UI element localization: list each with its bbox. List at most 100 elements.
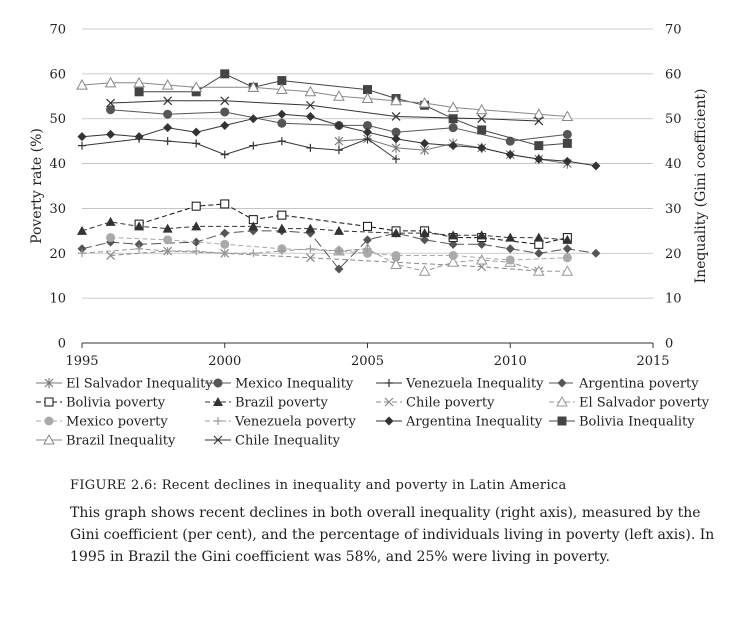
- legend-item-3: Argentina poverty: [549, 377, 699, 392]
- y2-tick-label-20: 20: [665, 247, 682, 262]
- data-point-2-10: [392, 155, 401, 164]
- y-tick-label-0: 0: [58, 337, 66, 352]
- x-tick-label-2010: 2010: [494, 354, 527, 369]
- data-point-5-10: [419, 228, 430, 238]
- grid-lines: [82, 28, 653, 299]
- figure-label: FIGURE 2.6: Recent declines in inequalit…: [70, 478, 567, 493]
- data-point-10-13: [448, 141, 458, 151]
- series-13: [106, 96, 544, 126]
- data-point-9-8: [334, 247, 343, 256]
- data-point-7-5: [475, 253, 488, 265]
- legend-label: Argentina poverty: [578, 377, 699, 392]
- series-line-13: [110, 100, 539, 122]
- data-point-9-6: [277, 247, 286, 256]
- data-point-1-3: [277, 118, 287, 128]
- y2-tick-label-60: 60: [665, 67, 682, 82]
- data-point-3-11: [420, 235, 430, 245]
- data-point-7-3: [418, 265, 431, 276]
- data-point-12-3: [161, 79, 174, 90]
- x-tick-label-2005: 2005: [351, 354, 384, 369]
- legend-swatch-marker: [43, 433, 55, 445]
- data-point-9-9: [363, 244, 372, 253]
- data-point-5-11: [448, 230, 459, 240]
- data-point-11-2: [220, 69, 230, 79]
- data-point-12-14: [532, 108, 545, 119]
- data-point-6-0: [106, 251, 115, 260]
- data-point-5-1: [105, 216, 116, 226]
- data-point-11-4: [277, 76, 287, 86]
- series-line-6: [110, 250, 539, 272]
- legend-label: Mexico Inequality: [235, 377, 354, 392]
- y2-tick-label-30: 30: [665, 202, 682, 217]
- data-point-13-3: [305, 100, 315, 110]
- data-point-11-11: [562, 138, 572, 148]
- y-tick-label-30: 30: [49, 202, 66, 217]
- data-point-9-3: [192, 247, 201, 256]
- data-point-7-7: [532, 265, 545, 276]
- data-point-8-8: [505, 255, 515, 265]
- data-point-3-3: [191, 237, 201, 247]
- data-point-5-2: [134, 221, 145, 231]
- data-point-7-4: [447, 256, 459, 267]
- data-point-0-0: [334, 136, 344, 147]
- legend-swatch-marker: [214, 417, 222, 425]
- data-point-8-6: [391, 251, 401, 261]
- data-point-3-17: [591, 248, 601, 258]
- data-point-9-7: [306, 244, 315, 253]
- series-lines: [76, 69, 601, 276]
- series-line-11: [139, 73, 568, 147]
- legend-item-0: El Salvador Inequality: [36, 377, 213, 392]
- series-11: [134, 69, 572, 151]
- y2-tick-label-10: 10: [665, 292, 682, 307]
- y-tick-label-20: 20: [49, 247, 66, 262]
- legend-swatch-marker: [213, 397, 223, 406]
- legend-label: Bolivia Inequality: [579, 415, 695, 430]
- series-line-3: [81, 230, 596, 270]
- legend-swatch-marker: [384, 397, 394, 407]
- legend-swatch-marker: [384, 416, 394, 426]
- data-point-12-11: [418, 96, 431, 108]
- data-point-5-7: [305, 223, 316, 233]
- legend-label: Chile Inequality: [235, 434, 341, 449]
- legend-item-7: El Salvador poverty: [549, 396, 710, 411]
- series-10: [77, 109, 601, 171]
- legend-label: Bolivia poverty: [66, 396, 166, 411]
- data-point-8-2: [220, 239, 230, 249]
- data-point-3-14: [505, 244, 515, 254]
- data-point-4-1: [191, 201, 201, 211]
- data-point-10-4: [191, 127, 201, 137]
- data-point-1-5: [363, 120, 372, 130]
- y2-tick-label-50: 50: [665, 112, 682, 127]
- legend-swatch-marker: [213, 435, 223, 445]
- data-point-5-9: [391, 228, 402, 238]
- data-point-10-3: [163, 123, 173, 133]
- data-point-2-0: [78, 141, 86, 150]
- x-tick-label-1995: 1995: [65, 354, 98, 369]
- data-point-8-0: [106, 233, 116, 243]
- x-tick-label-2000: 2000: [208, 354, 241, 369]
- y2-axis-title: Inequality (Gini coefficient): [693, 89, 709, 284]
- data-point-12-0: [76, 79, 88, 90]
- data-point-5-15: [562, 234, 573, 244]
- x-tick-label-2015: 2015: [636, 354, 669, 369]
- data-point-4-5: [363, 221, 372, 231]
- legend-label: Brazil poverty: [235, 396, 328, 411]
- data-point-12-12: [447, 101, 459, 112]
- legend-item-5: Brazil poverty: [205, 396, 328, 411]
- data-point-2-8: [334, 146, 343, 155]
- data-point-12-9: [361, 92, 374, 104]
- y2-tick-label-0: 0: [665, 337, 673, 352]
- data-point-3-4: [220, 228, 230, 238]
- data-point-11-9: [477, 125, 487, 135]
- legend-label: Mexico poverty: [66, 415, 168, 430]
- legend-item-2: Venezuela Inequality: [376, 377, 544, 392]
- legend-item-12: Brazil Inequality: [36, 434, 176, 449]
- data-point-13-4: [391, 112, 401, 121]
- data-point-12-10: [390, 94, 402, 106]
- legend-swatch-marker: [556, 395, 568, 407]
- legend-item-9: Venezuela poverty: [205, 415, 357, 430]
- data-point-3-9: [363, 235, 372, 245]
- chart: 0 10 20 30 40 50 60 70 0 10 20 30 40 50 60 70 1995 2000 20…: [29, 23, 710, 449]
- data-point-3-2: [134, 239, 144, 249]
- series-line-8: [110, 237, 568, 261]
